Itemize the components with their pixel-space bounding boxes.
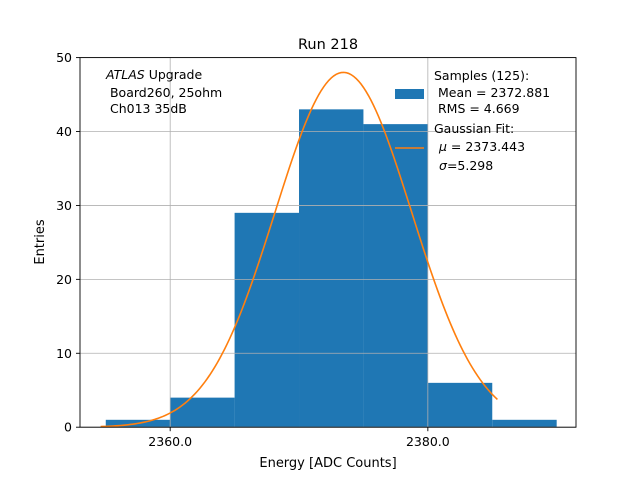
- atlas-annotation: ATLAS Upgrade Board260, 25ohm Ch013 35dB: [105, 67, 222, 116]
- y-tick-label: 0: [64, 420, 72, 435]
- legend: Samples (125): Mean = 2372.881 RMS = 4.6…: [395, 68, 550, 173]
- histogram-bar: [170, 397, 235, 428]
- histogram-bar: [427, 382, 493, 428]
- y-axis-label: Entries: [33, 219, 48, 265]
- legend-mean-label: Mean = 2372.881: [434, 85, 550, 100]
- legend-sigma-label: σ=5.298: [439, 158, 493, 173]
- atlas-label: ATLAS: [105, 67, 145, 82]
- annotation-line-2: Board260, 25ohm: [106, 85, 222, 100]
- histogram-bars: [105, 109, 557, 428]
- y-tick-label: 30: [56, 198, 72, 213]
- y-tick-label: 10: [56, 346, 72, 361]
- gaussian-fit-curve: [100, 71, 498, 428]
- legend-mu-label: μ = 2373.443: [438, 139, 525, 154]
- sigma-value: =5.298: [447, 158, 493, 173]
- y-tick-label: 20: [56, 272, 72, 287]
- y-tick-label: 40: [56, 124, 72, 139]
- x-tick-label: 2380.0: [406, 434, 450, 449]
- legend-fit-title: Gaussian Fit:: [434, 121, 514, 136]
- y-tick-label: 50: [56, 50, 72, 65]
- x-tick-label: 2360.0: [148, 434, 192, 449]
- histogram-bar: [492, 419, 557, 428]
- sigma-symbol: σ: [439, 158, 448, 173]
- histogram-bar: [299, 109, 364, 428]
- plot-frame: [79, 57, 577, 428]
- annotation-line-1: ATLAS Upgrade: [105, 67, 202, 82]
- mu-symbol: μ: [438, 139, 447, 154]
- legend-rms-label: RMS = 4.669: [434, 101, 520, 116]
- x-axis-ticks: 2360.0 2380.0: [148, 427, 450, 449]
- x-axis-label: Energy [ADC Counts]: [259, 456, 396, 471]
- histogram-bar: [234, 212, 300, 428]
- mu-value: = 2373.443: [447, 139, 525, 154]
- histogram-bar: [363, 124, 428, 428]
- upgrade-label: Upgrade: [145, 67, 203, 82]
- annotation-line-3: Ch013 35dB: [106, 101, 187, 116]
- chart-title: Run 218: [298, 37, 358, 53]
- legend-samples-label: Samples (125):: [434, 68, 529, 83]
- y-axis-ticks: 0 10 20 30 40 50: [56, 50, 80, 435]
- legend-histogram-swatch: [395, 89, 424, 99]
